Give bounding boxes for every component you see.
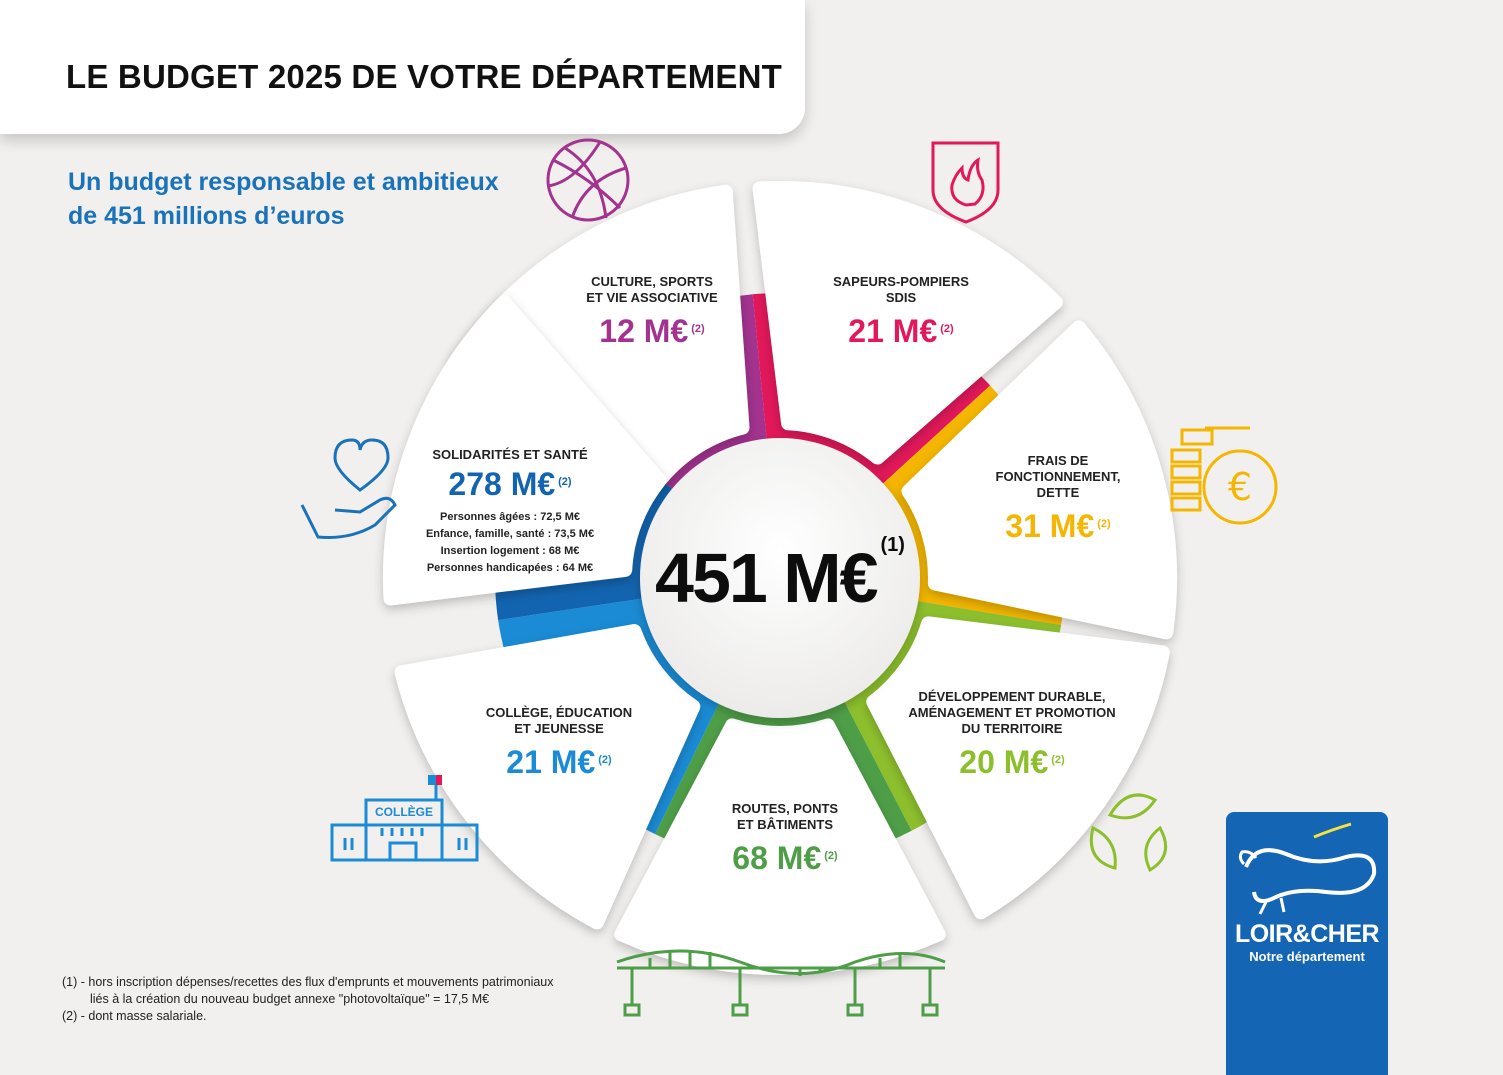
label-line: FRAIS DE: [1027, 453, 1089, 468]
total-note-ref: (1): [880, 534, 905, 556]
value-label: 20 M€ (2): [908, 745, 1115, 779]
value-label: 31 M€ (2): [996, 509, 1121, 543]
category-label: CULTURE, SPORTS ET VIE ASSOCIATIVE: [586, 274, 717, 306]
label-line: CULTURE, SPORTS: [591, 274, 713, 289]
petals: [383, 181, 1177, 975]
note-ref: (2): [598, 754, 612, 766]
category-label: COLLÈGE, ÉDUCATION ET JEUNESSE: [486, 705, 632, 737]
college-building-icon: [330, 775, 479, 862]
value-label: 21 M€ (2): [486, 745, 632, 779]
label-line: SAPEURS-POMPIERS: [833, 274, 969, 289]
category-label: SAPEURS-POMPIERS SDIS: [833, 274, 969, 306]
label-line: ROUTES, PONTS: [731, 801, 839, 816]
department-logo: LOIR&CHER Notre département: [1226, 812, 1388, 1075]
note-ref: (2): [824, 850, 838, 862]
label-line: AMÉNAGEMENT ET PROMOTION: [908, 705, 1116, 720]
footnote-2: (2) - dont masse salariale.: [62, 1009, 207, 1023]
category-label: DÉVELOPPEMENT DURABLE, AMÉNAGEMENT ET PR…: [908, 689, 1115, 737]
note-ref: (2): [1097, 518, 1111, 530]
note-ref: (2): [691, 323, 705, 335]
subtitle: Un budget responsable et ambitieux de 45…: [68, 165, 588, 233]
total-value: 451 M€ (1): [655, 534, 905, 618]
category-label: FRAIS DE FONCTIONNEMENT, DETTE: [996, 453, 1121, 501]
petal-frais: FRAIS DE FONCTIONNEMENT, DETTE 31 M€ (2): [996, 453, 1121, 543]
value-text: 278 M€: [448, 466, 556, 502]
value-label: 278 M€ (2): [426, 467, 594, 501]
detail-item: Enfance, famille, santé : 73,5 M€: [425, 528, 595, 540]
basketball-icon: [546, 138, 630, 222]
bridge-icon: [616, 949, 946, 1017]
coins-euro-icon: €: [1170, 426, 1278, 525]
title-card: LE BUDGET 2025 DE VOTRE DÉPARTEMENT: [0, 0, 805, 134]
petal-solidarite: SOLIDARITÉS ET SANTÉ 278 M€ (2) Personnes…: [426, 447, 594, 577]
value-text: 21 M€: [506, 744, 596, 780]
label-line: ET BÂTIMENTS: [736, 817, 834, 832]
detail-item: Insertion logement : 68 M€: [440, 545, 580, 557]
value-text: 68 M€: [732, 840, 822, 876]
label-line: DÉVELOPPEMENT DURABLE,: [918, 689, 1106, 704]
petal-college: COLLÈGE, ÉDUCATION ET JEUNESSE 21 M€ (2): [486, 705, 632, 779]
petal-shape-sdis: [752, 181, 1063, 465]
category-label: ROUTES, PONTS ET BÂTIMENTS: [732, 801, 838, 833]
petal-shape-solidarite: [383, 295, 667, 606]
petal-culture: CULTURE, SPORTS ET VIE ASSOCIATIVE 12 M€…: [586, 274, 717, 348]
total-text: 451 M€: [655, 539, 878, 617]
note-ref: (2): [940, 323, 954, 335]
detail-item: Personnes âgées : 72,5 M€: [439, 511, 580, 523]
page-title: LE BUDGET 2025 DE VOTRE DÉPARTEMENT: [66, 58, 783, 95]
petal-sdis: SAPEURS-POMPIERS SDIS 21 M€ (2): [833, 274, 969, 348]
recycle-leaves-icon: [1089, 793, 1168, 873]
footnote-1: (1) - hors inscription dépenses/recettes…: [62, 975, 554, 989]
detail-item: Personnes handicapées : 64 M€: [426, 562, 594, 574]
footnotes: (1) - hors inscription dépenses/recettes…: [62, 974, 682, 1025]
petal-shape-frais: [901, 320, 1177, 640]
value-text: 21 M€: [848, 313, 938, 349]
value-label: 68 M€ (2): [732, 841, 838, 875]
label-line: DU TERRITOIRE: [961, 721, 1063, 736]
label-line: DETTE: [1036, 485, 1080, 500]
petal-dev: DÉVELOPPEMENT DURABLE, AMÉNAGEMENT ET PR…: [908, 689, 1115, 779]
logo-tagline: Notre département: [1249, 949, 1365, 964]
subtitle-line-2: de 451 millions d’euros: [68, 202, 345, 230]
value-text: 12 M€: [599, 313, 689, 349]
value-label: 21 M€ (2): [833, 314, 969, 348]
petal-routes: ROUTES, PONTS ET BÂTIMENTS 68 M€ (2): [732, 801, 838, 875]
svg-text:€: €: [1228, 465, 1252, 509]
value-text: 31 M€: [1005, 508, 1095, 544]
footnote-1-cont: liés à la création du nouveau budget ann…: [90, 992, 490, 1006]
note-ref: (2): [1051, 754, 1065, 766]
label-line: FONCTIONNEMENT,: [995, 469, 1121, 484]
label-line: COLLÈGE, ÉDUCATION: [485, 705, 633, 720]
solidarite-details: Personnes âgées : 72,5 M€ Enfance, famil…: [426, 509, 594, 577]
petal-shape-college: [394, 624, 701, 930]
fire-shield-icon: [931, 141, 1000, 224]
value-label: 12 M€ (2): [586, 314, 717, 348]
salamander-icon: [1238, 822, 1377, 915]
label-line: SDIS: [885, 290, 917, 305]
label-line: ET JEUNESSE: [514, 721, 604, 736]
value-text: 20 M€: [959, 744, 1049, 780]
petal-shape-dev: [866, 616, 1170, 920]
note-ref: (2): [558, 476, 572, 488]
category-label: SOLIDARITÉS ET SANTÉ: [426, 447, 594, 463]
label-line: ET VIE ASSOCIATIVE: [586, 290, 718, 305]
college-sign: COLLÈGE: [375, 804, 433, 819]
center-disc: [640, 438, 920, 718]
logo-brand: LOIR&CHER: [1234, 920, 1380, 948]
subtitle-line-1: Un budget responsable et ambitieux: [68, 168, 499, 196]
hand-heart-icon: [300, 438, 397, 539]
label-line: SOLIDARITÉS ET SANTÉ: [432, 447, 588, 462]
